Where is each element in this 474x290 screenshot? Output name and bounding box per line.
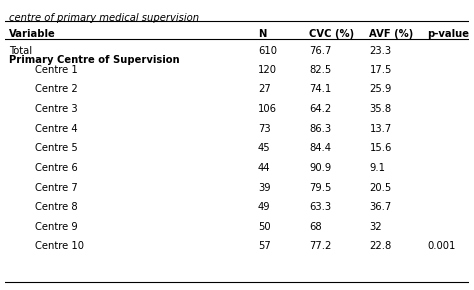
Text: AVF (%): AVF (%) [369,29,414,39]
Text: 120: 120 [258,65,277,75]
Text: 45: 45 [258,143,271,153]
Text: Centre 1: Centre 1 [35,65,78,75]
Text: Centre 3: Centre 3 [35,104,78,114]
Text: 57: 57 [258,241,271,251]
Text: 82.5: 82.5 [309,65,331,75]
Text: 49: 49 [258,202,271,212]
Text: Centre 4: Centre 4 [35,124,78,134]
Text: Total: Total [9,46,33,56]
Text: 13.7: 13.7 [369,124,392,134]
Text: 68: 68 [309,222,322,232]
Text: 79.5: 79.5 [309,182,331,193]
Text: 25.9: 25.9 [369,84,392,95]
Text: Primary Centre of Supervision: Primary Centre of Supervision [9,55,180,66]
Text: 50: 50 [258,222,271,232]
Text: 64.2: 64.2 [309,104,331,114]
Text: 74.1: 74.1 [309,84,331,95]
Text: Centre 5: Centre 5 [35,143,78,153]
Text: centre of primary medical supervision: centre of primary medical supervision [9,13,200,23]
Text: 32: 32 [369,222,382,232]
Text: N: N [258,29,266,39]
Text: 0.001: 0.001 [428,241,456,251]
Text: Centre 10: Centre 10 [35,241,84,251]
Text: 36.7: 36.7 [369,202,392,212]
Text: 77.2: 77.2 [309,241,331,251]
Text: Centre 6: Centre 6 [35,163,78,173]
Text: CVC (%): CVC (%) [309,29,354,39]
Text: 15.6: 15.6 [369,143,392,153]
Text: Variable: Variable [9,29,56,39]
Text: 610: 610 [258,46,277,56]
Text: 23.3: 23.3 [369,46,392,56]
Text: 20.5: 20.5 [369,182,392,193]
Text: 90.9: 90.9 [309,163,331,173]
Text: 106: 106 [258,104,277,114]
Text: 44: 44 [258,163,270,173]
Text: 17.5: 17.5 [369,65,392,75]
Text: 22.8: 22.8 [369,241,392,251]
Text: Centre 8: Centre 8 [35,202,78,212]
Text: 84.4: 84.4 [309,143,331,153]
Text: 35.8: 35.8 [369,104,392,114]
Text: p-value: p-value [428,29,469,39]
Text: 27: 27 [258,84,271,95]
Text: Centre 2: Centre 2 [35,84,78,95]
Text: 39: 39 [258,182,271,193]
Text: 86.3: 86.3 [309,124,331,134]
Text: Centre 9: Centre 9 [35,222,78,232]
Text: 76.7: 76.7 [309,46,331,56]
Text: Centre 7: Centre 7 [35,182,78,193]
Text: 63.3: 63.3 [309,202,331,212]
Text: 73: 73 [258,124,271,134]
Text: 9.1: 9.1 [369,163,385,173]
